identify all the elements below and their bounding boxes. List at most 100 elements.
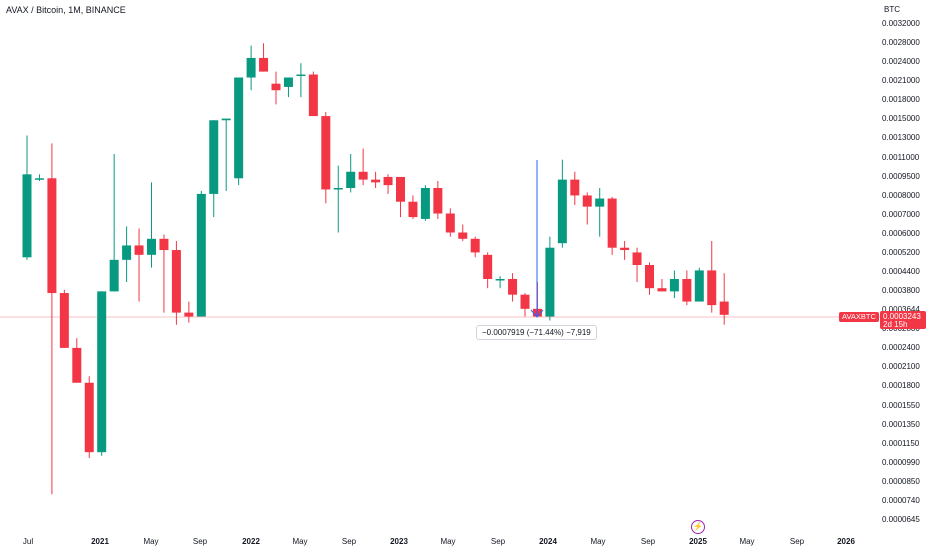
price-tick-label: 0.0024000	[882, 57, 920, 67]
candle-body	[184, 312, 194, 317]
price-tick-label: 0.0001350	[882, 419, 920, 429]
candle-body	[209, 120, 219, 194]
candle-body	[234, 77, 244, 179]
candle-body	[346, 171, 356, 189]
candle-body	[383, 176, 393, 186]
price-tick-label: 0.0011000	[882, 152, 920, 162]
time-tick-label: 2025	[689, 537, 707, 546]
measure-tool[interactable]	[530, 160, 544, 318]
time-tick-label: May	[292, 537, 308, 546]
candle-body	[134, 245, 144, 255]
candle-body	[97, 291, 107, 453]
price-tick-label: 0.0007000	[882, 209, 920, 219]
candle-body	[22, 174, 32, 258]
time-tick-label: 2023	[390, 537, 408, 546]
candle-body	[719, 301, 729, 315]
price-tick-label: 0.0000850	[882, 476, 920, 486]
price-tick-label: 0.0000990	[882, 457, 920, 467]
price-tick-label: 0.0000645	[882, 515, 920, 524]
price-tick-label: 0.0001150	[882, 438, 920, 448]
candle-body	[595, 198, 605, 207]
candle-body	[632, 252, 642, 266]
candle-body	[470, 238, 480, 253]
lightning-icon[interactable]: ⚡	[691, 520, 705, 534]
candle-body	[34, 178, 44, 180]
measure-arrow-icon	[530, 309, 544, 318]
price-tick-label: 0.0001550	[882, 400, 920, 410]
candle-body	[371, 179, 381, 183]
candle-body	[296, 74, 306, 77]
price-tick-label: 0.0018000	[882, 95, 920, 105]
price-tick-label: 0.0001800	[882, 381, 920, 391]
candle-body	[246, 57, 256, 78]
time-tick-label: Sep	[192, 537, 208, 546]
candle-body	[72, 347, 82, 383]
candle-body	[159, 238, 169, 251]
candle-body	[122, 245, 132, 260]
price-tick-label: 0.0009500	[882, 171, 920, 181]
time-tick-label: Sep	[640, 537, 656, 546]
price-tick-label: 0.0000740	[882, 495, 920, 505]
candle-body	[645, 265, 654, 289]
candle-body	[682, 278, 692, 302]
candle-body	[271, 83, 281, 91]
candles-group	[22, 43, 729, 495]
bar-countdown: 2d 15h	[883, 320, 908, 329]
candle-body	[196, 193, 206, 317]
price-tick-label: 0.0021000	[882, 76, 920, 86]
candle-body	[458, 232, 468, 239]
candle-body	[607, 198, 617, 248]
time-tick-label: Sep	[490, 537, 506, 546]
candle-body	[147, 238, 156, 255]
candle-body	[495, 278, 505, 281]
candle-body	[557, 179, 567, 244]
candle-body	[171, 250, 181, 313]
time-tick-label: Jul	[22, 537, 34, 546]
time-tick-label: May	[440, 537, 456, 546]
candle-body	[620, 247, 630, 251]
candle-body	[308, 74, 318, 117]
candle-body	[657, 288, 667, 292]
candle-body	[420, 188, 430, 219]
price-tick-label: 0.0006000	[882, 228, 920, 238]
candle-body	[47, 178, 57, 294]
candle-body	[59, 293, 69, 348]
price-tick-label: 0.0015000	[882, 114, 920, 124]
currency-label: BTC	[884, 5, 900, 14]
current-price-tag: 0.0003243 2d 15h	[880, 311, 926, 329]
price-tick-label: 0.0032000	[882, 19, 920, 28]
candle-body	[433, 188, 443, 214]
price-tick-label: 0.0028000	[882, 38, 920, 48]
candle-body	[445, 213, 455, 233]
time-tick-label: 2021	[91, 537, 109, 546]
candle-body	[321, 116, 331, 190]
candle-body	[508, 278, 518, 295]
price-tick-label: 0.0013000	[882, 133, 920, 143]
measure-label: −0.0007919 (−71.44%) −7,919	[476, 325, 597, 340]
candle-body	[396, 176, 405, 202]
candle-body	[520, 294, 530, 309]
time-tick-label: May	[143, 537, 159, 546]
time-tick-label: May	[590, 537, 606, 546]
candle-body	[84, 382, 94, 453]
candle-body	[259, 57, 269, 72]
symbol-title: AVAX / Bitcoin, 1M, BINANCE	[6, 5, 126, 15]
candle-body	[545, 247, 555, 317]
price-tick-label: 0.0008000	[882, 190, 920, 200]
candle-body	[283, 77, 293, 87]
time-tick-label: Sep	[789, 537, 805, 546]
symbol-tag: AVAXBTC	[839, 312, 879, 322]
time-tick-label: May	[739, 537, 755, 546]
current-price-value: 0.0003243	[883, 312, 921, 321]
time-tick-label: Sep	[341, 537, 357, 546]
candle-body	[221, 118, 231, 121]
price-tick-label: 0.0005200	[882, 247, 920, 257]
candle-body	[669, 278, 679, 292]
candle-body	[570, 179, 580, 196]
price-tick-label: 0.0002100	[882, 362, 920, 372]
time-tick-label: 2024	[539, 537, 557, 546]
time-tick-label: 2026	[837, 537, 855, 546]
candle-body	[694, 270, 704, 302]
